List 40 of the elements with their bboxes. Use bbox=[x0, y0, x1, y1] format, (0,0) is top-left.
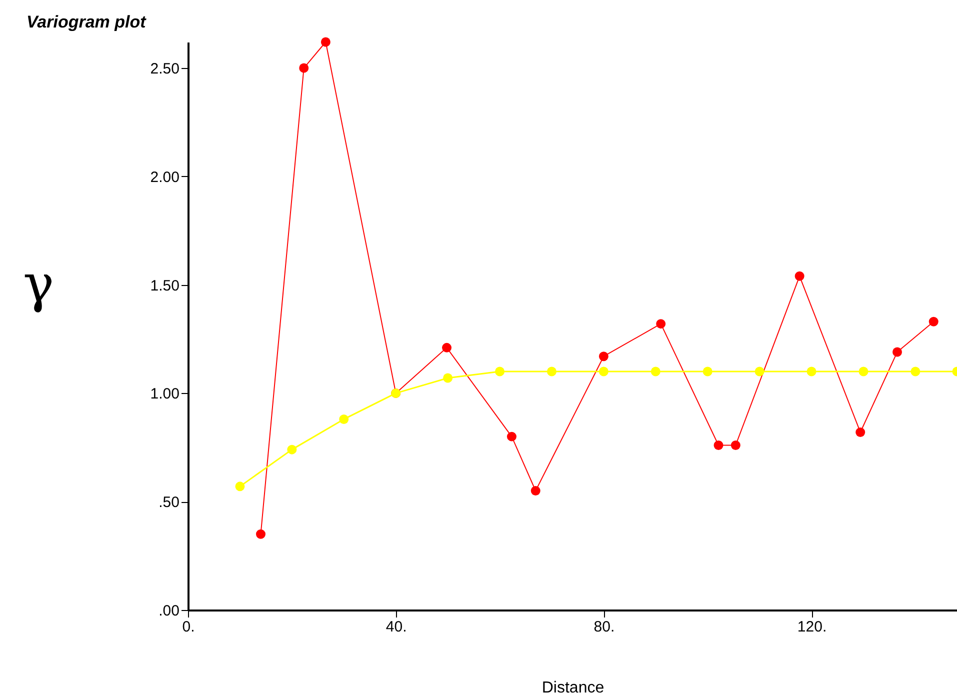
x-tick-label: 80. bbox=[594, 618, 615, 636]
y-tick-label: .50 bbox=[158, 494, 180, 512]
point bbox=[598, 352, 608, 362]
chart-title: Variogram plot bbox=[26, 12, 148, 32]
point bbox=[598, 366, 608, 376]
point bbox=[754, 366, 764, 376]
point bbox=[320, 37, 330, 47]
point bbox=[702, 366, 712, 376]
y-axis-title: γ bbox=[22, 254, 54, 314]
point bbox=[806, 366, 816, 376]
x-tick-label: 0. bbox=[182, 618, 195, 636]
point bbox=[714, 440, 724, 450]
x-axis-title: Distance bbox=[542, 680, 604, 696]
point bbox=[256, 529, 266, 539]
y-tick-label: 2.00 bbox=[150, 168, 180, 186]
y-tick-label: 2.50 bbox=[150, 60, 180, 78]
point bbox=[650, 366, 660, 376]
point bbox=[299, 63, 309, 73]
point bbox=[656, 319, 666, 329]
point bbox=[287, 444, 297, 454]
y-tick-label: .00 bbox=[158, 602, 180, 620]
y-tick-label: 1.00 bbox=[150, 386, 180, 403]
point bbox=[910, 366, 920, 376]
point bbox=[546, 366, 556, 376]
point bbox=[442, 342, 452, 352]
point bbox=[339, 414, 349, 424]
point bbox=[794, 271, 804, 281]
y-tick-label: 1.50 bbox=[150, 277, 180, 294]
x-tick-label: 40. bbox=[386, 618, 407, 636]
point bbox=[530, 486, 540, 496]
point bbox=[928, 316, 938, 326]
point bbox=[506, 432, 516, 442]
point bbox=[730, 440, 740, 450]
point bbox=[858, 366, 868, 376]
point bbox=[235, 482, 245, 492]
x-tick-label: 120. bbox=[797, 618, 827, 636]
point bbox=[892, 347, 902, 357]
point bbox=[443, 373, 453, 383]
point bbox=[856, 427, 866, 437]
point bbox=[495, 366, 504, 376]
